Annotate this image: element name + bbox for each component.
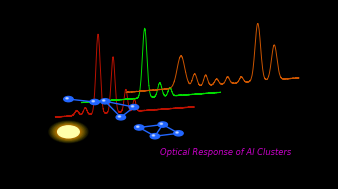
Circle shape <box>54 124 82 139</box>
Circle shape <box>92 101 94 102</box>
Circle shape <box>65 130 72 134</box>
Circle shape <box>176 132 178 133</box>
Circle shape <box>63 129 74 135</box>
Circle shape <box>60 127 77 136</box>
Circle shape <box>129 105 139 110</box>
Circle shape <box>56 125 81 139</box>
Circle shape <box>66 98 68 99</box>
Circle shape <box>62 128 75 136</box>
Circle shape <box>174 131 183 136</box>
Circle shape <box>49 121 88 143</box>
Circle shape <box>50 122 87 142</box>
Circle shape <box>52 122 85 141</box>
Circle shape <box>116 115 125 120</box>
Circle shape <box>137 126 139 127</box>
Circle shape <box>64 96 73 102</box>
Circle shape <box>158 122 167 127</box>
Circle shape <box>150 134 160 139</box>
Text: Optical Response of Al Clusters: Optical Response of Al Clusters <box>160 148 291 156</box>
Circle shape <box>59 126 78 137</box>
Circle shape <box>58 126 79 138</box>
Circle shape <box>160 123 163 124</box>
Circle shape <box>90 99 99 105</box>
Circle shape <box>53 123 84 140</box>
Circle shape <box>135 125 144 130</box>
Circle shape <box>118 116 121 117</box>
Circle shape <box>131 106 134 107</box>
Circle shape <box>100 99 110 104</box>
Circle shape <box>152 135 155 136</box>
Circle shape <box>102 100 105 101</box>
Circle shape <box>57 126 79 138</box>
